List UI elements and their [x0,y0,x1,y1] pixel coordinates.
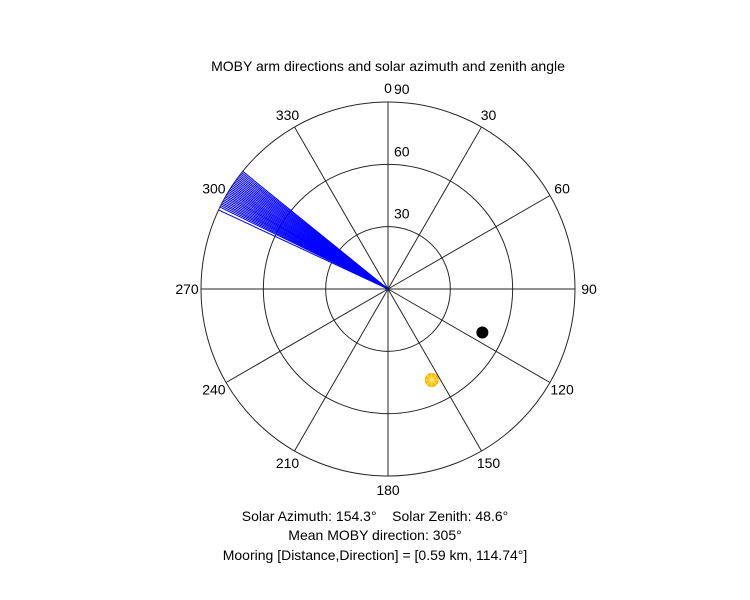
r-label-60: 60 [394,143,410,159]
grid-spoke-210 [294,288,389,452]
theta-label-90: 90 [581,281,597,297]
arm-line-27 [242,170,389,290]
moby-arm-lines [218,170,389,290]
mean-direction-text: Mean MOBY direction: 305° [288,527,462,543]
theta-label-330: 330 [276,107,300,123]
r-label-90: 90 [394,81,410,97]
theta-label-0: 0 [384,80,392,96]
grid-spoke-60 [387,195,551,290]
sun-ray-5 [426,375,433,381]
sun-ray-3 [426,379,433,385]
theta-label-300: 300 [202,181,226,197]
theta-label-30: 30 [481,107,497,123]
arm-line-0 [218,209,389,290]
grid-spoke-120 [387,288,551,383]
grid-spoke-150 [387,288,482,452]
solar-angles-text: Solar Azimuth: 154.3° Solar Zenith: 48.6… [241,508,509,524]
theta-label-120: 120 [550,382,574,398]
theta-label-180: 180 [376,482,400,498]
chart-title: MOBY arm directions and solar azimuth an… [211,58,565,74]
sun-ray-1 [431,379,437,385]
theta-label-150: 150 [477,455,501,471]
mooring-marker [476,326,489,339]
polar-grid [200,101,576,477]
theta-label-240: 240 [202,382,226,398]
sun-ray-7 [431,375,437,381]
theta-label-270: 270 [175,281,199,297]
theta-label-60: 60 [554,181,570,197]
grid-spoke-240 [225,288,389,383]
grid-spoke-30 [387,126,482,290]
chart-markers [424,326,489,387]
grid-spoke-330 [294,126,389,290]
mooring-text: Mooring [Distance,Direction] = [0.59 km,… [222,547,528,563]
r-label-30: 30 [394,206,410,222]
theta-label-210: 210 [276,455,300,471]
chart-tick-labels: 0 30 60 90 120 150 180 210 240 270 300 330 30 60 90 [175,80,597,498]
